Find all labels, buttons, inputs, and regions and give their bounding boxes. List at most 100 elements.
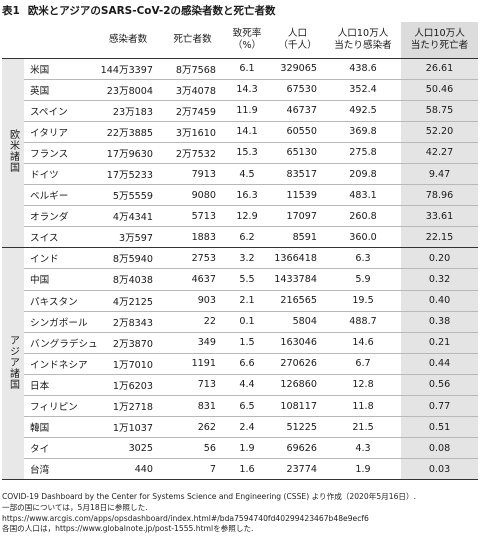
cases-cell: 5万5559 [95, 184, 161, 207]
population-cell: 65130 [270, 142, 325, 164]
cases-per-100k-cell: 483.1 [325, 184, 401, 207]
country-name: ドイツ [24, 163, 95, 186]
deaths-per-100k-cell: 0.44 [401, 353, 478, 375]
footnote: COVID-19 Dashboard by the Center for Sys… [2, 492, 417, 501]
header-cell: 死亡者数 [161, 22, 224, 59]
cases-cell: 440 [95, 458, 161, 481]
cases-per-100k-cell: 19.5 [325, 290, 401, 312]
table-row: ドイツ 17万5233 7913 4.5 83517 209.8 9.47 [2, 163, 478, 186]
population-cell: 60550 [270, 121, 325, 143]
population-cell: 67530 [270, 79, 325, 101]
deaths-cell: 56 [161, 437, 224, 460]
table-row: パキスタン 4万2125 903 2.1 216565 19.5 0.40 [2, 290, 478, 312]
deaths-cell: 7 [161, 458, 224, 481]
cases-cell: 2万3870 [95, 332, 161, 354]
country-name: インド [24, 247, 95, 270]
cases-per-100k-cell: 6.3 [325, 247, 401, 270]
table-row: タイ 3025 56 1.9 69626 4.3 0.08 [2, 437, 478, 460]
cases-per-100k-cell: 209.8 [325, 163, 401, 186]
country-name: スイス [24, 226, 95, 249]
population-cell: 5804 [270, 311, 325, 333]
cases-per-100k-cell: 4.3 [325, 437, 401, 460]
table-row: フランス 17万9630 2万7532 15.3 65130 275.8 42.27 [2, 142, 478, 164]
fatality-rate-cell: 6.2 [224, 226, 270, 249]
country-name: ベルギー [24, 184, 95, 207]
deaths-cell: 349 [161, 332, 224, 354]
country-name: 日本 [24, 374, 95, 397]
population-cell: 216565 [270, 290, 325, 312]
country-name: 英国 [24, 79, 95, 101]
table-number: 表1 [2, 4, 20, 17]
cases-per-100k-cell: 6.7 [325, 353, 401, 375]
cases-cell: 2万8343 [95, 311, 161, 333]
table-row: スペイン 23万183 2万7459 11.9 46737 492.5 58.75 [2, 100, 478, 122]
country-name: 中国 [24, 268, 95, 291]
population-cell: 11539 [270, 184, 325, 207]
table-row: イタリア 22万3885 3万1610 14.1 60550 369.8 52.20 [2, 121, 478, 143]
table-title: 表1 欧米とアジアのSARS-CoV-2の感染者数と死亡者数 [2, 2, 276, 18]
cases-cell: 3万597 [95, 226, 161, 249]
header-row: 感染者数 死亡者数 致死率 （%） 人口 （千人） 人口10万人 当たり感染者 人口1… [2, 22, 478, 59]
fatality-rate-cell: 5.5 [224, 268, 270, 291]
cases-cell: 1万6203 [95, 374, 161, 397]
fatality-rate-cell: 2.1 [224, 290, 270, 312]
deaths-per-100k-cell: 0.32 [401, 268, 478, 291]
population-cell: 126860 [270, 374, 325, 397]
region-label-text: 欧米諸国 [7, 129, 19, 174]
deaths-per-100k-cell: 33.61 [401, 205, 478, 228]
deaths-per-100k-cell: 9.47 [401, 163, 478, 186]
country-name: スペイン [24, 100, 95, 122]
deaths-cell: 831 [161, 395, 224, 418]
deaths-per-100k-cell: 0.38 [401, 311, 478, 333]
deaths-per-100k-cell: 78.96 [401, 184, 478, 207]
population-cell: 46737 [270, 100, 325, 122]
cases-cell: 23万8004 [95, 79, 161, 101]
population-cell: 17097 [270, 205, 325, 228]
region-label: 欧米諸国 [2, 58, 24, 249]
country-name: タイ [24, 437, 95, 460]
population-cell: 108117 [270, 395, 325, 418]
deaths-per-100k-cell: 42.27 [401, 142, 478, 164]
header-cell: 人口10万人 当たり死亡者 [401, 22, 478, 59]
footnote: 一部の国については，5月18日に参照した. [2, 502, 148, 512]
cases-per-100k-cell: 488.7 [325, 311, 401, 333]
header-corner [2, 22, 95, 59]
cases-per-100k-cell: 492.5 [325, 100, 401, 122]
deaths-cell: 262 [161, 416, 224, 439]
cases-cell: 23万183 [95, 100, 161, 122]
region-label-text: アジア諸国 [7, 334, 19, 390]
table-row: 韓国 1万1037 262 2.4 51225 21.5 0.51 [2, 416, 478, 439]
table-caption: 欧米とアジアのSARS-CoV-2の感染者数と死亡者数 [27, 4, 276, 17]
cases-per-100k-cell: 275.8 [325, 142, 401, 164]
table-row: ベルギー 5万5559 9080 16.3 11539 483.1 78.96 [2, 184, 478, 207]
population-cell: 23774 [270, 458, 325, 481]
cases-cell: 8万5940 [95, 247, 161, 270]
table-row: インドネシア 1万7010 1191 6.6 270626 6.7 0.44 [2, 353, 478, 375]
header-cell: 感染者数 [95, 22, 161, 59]
deaths-per-100k-cell: 50.46 [401, 79, 478, 101]
table-row: オランダ 4万4341 5713 12.9 17097 260.8 33.61 [2, 205, 478, 228]
cases-cell: 144万3397 [95, 58, 161, 80]
population-cell: 83517 [270, 163, 325, 186]
fatality-rate-cell: 14.3 [224, 79, 270, 101]
fatality-rate-cell: 14.1 [224, 121, 270, 143]
cases-cell: 4万4341 [95, 205, 161, 228]
fatality-rate-cell: 1.6 [224, 458, 270, 481]
footnote: 各国の人口は，https://www.globalnote.jp/post-15… [2, 524, 254, 534]
fatality-rate-cell: 12.9 [224, 205, 270, 228]
country-name: 米国 [24, 58, 95, 80]
deaths-per-100k-cell: 0.08 [401, 437, 478, 460]
deaths-per-100k-cell: 0.21 [401, 332, 478, 354]
deaths-per-100k-cell: 58.75 [401, 100, 478, 122]
deaths-cell: 1883 [161, 226, 224, 249]
table-row: アジア諸国 インド 8万5940 2753 3.2 1366418 6.3 0.20 [2, 247, 478, 481]
cases-per-100k-cell: 5.9 [325, 268, 401, 291]
footnote: https://www.arcgis.com/apps/opsdashboard… [2, 513, 369, 523]
fatality-rate-cell: 3.2 [224, 247, 270, 270]
region-label: アジア諸国 [2, 247, 24, 481]
deaths-per-100k-cell: 52.20 [401, 121, 478, 143]
country-name: オランダ [24, 205, 95, 228]
population-cell: 8591 [270, 226, 325, 249]
country-name: フィリピン [24, 395, 95, 418]
table-row: 中国 8万4038 4637 5.5 1433784 5.9 0.32 [2, 268, 478, 291]
